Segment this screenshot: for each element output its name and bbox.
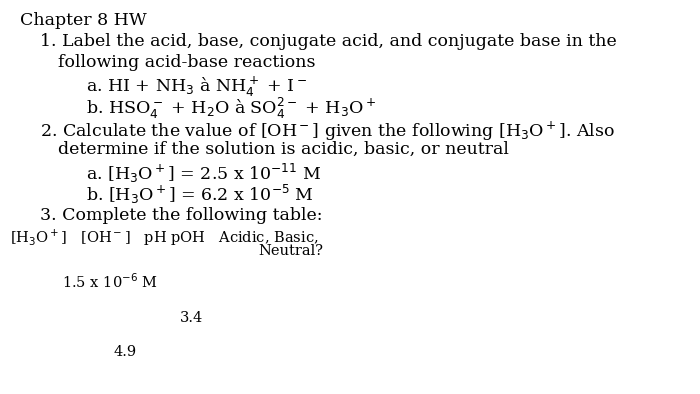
Text: Neutral?: Neutral? <box>258 244 323 258</box>
Text: 1.5 x 10$^{-6}$ M: 1.5 x 10$^{-6}$ M <box>62 272 158 291</box>
Text: a. HI + NH$_3$ à NH$_4^+$ + I$^-$: a. HI + NH$_3$ à NH$_4^+$ + I$^-$ <box>86 75 307 99</box>
Text: [H$_3$O$^+$]   [OH$^-$]   pH pOH   Acidic, Basic,: [H$_3$O$^+$] [OH$^-$] pH pOH Acidic, Bas… <box>10 228 318 248</box>
Text: Chapter 8 HW: Chapter 8 HW <box>20 12 147 29</box>
Text: 3.4: 3.4 <box>180 311 203 325</box>
Text: 2. Calculate the value of [OH$^-$] given the following [H$_3$O$^+$]. Also: 2. Calculate the value of [OH$^-$] given… <box>40 120 615 143</box>
Text: b. [H$_3$O$^+$] = 6.2 x 10$^{-5}$ M: b. [H$_3$O$^+$] = 6.2 x 10$^{-5}$ M <box>86 183 314 206</box>
Text: following acid-base reactions: following acid-base reactions <box>58 54 316 71</box>
Text: 4.9: 4.9 <box>113 345 136 359</box>
Text: 3. Complete the following table:: 3. Complete the following table: <box>40 207 323 224</box>
Text: 1. Label the acid, base, conjugate acid, and conjugate base in the: 1. Label the acid, base, conjugate acid,… <box>40 33 617 50</box>
Text: b. HSO$_4^-$ + H$_2$O à SO$_4^{2-}$ + H$_3$O$^+$: b. HSO$_4^-$ + H$_2$O à SO$_4^{2-}$ + H$… <box>86 96 376 121</box>
Text: a. [H$_3$O$^+$] = 2.5 x 10$^{-11}$ M: a. [H$_3$O$^+$] = 2.5 x 10$^{-11}$ M <box>86 162 321 185</box>
Text: determine if the solution is acidic, basic, or neutral: determine if the solution is acidic, bas… <box>58 141 509 158</box>
